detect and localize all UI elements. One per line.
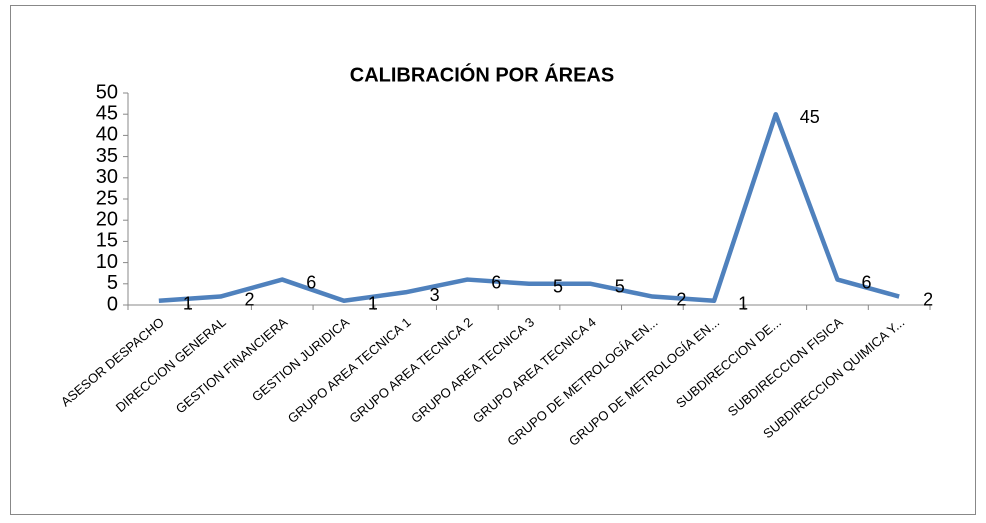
- data-label: 5: [553, 277, 563, 297]
- data-label: 5: [615, 277, 625, 297]
- data-label: 6: [861, 272, 871, 292]
- y-tick-label: 30: [96, 166, 118, 188]
- y-tick-label: 40: [96, 124, 118, 146]
- data-label: 45: [800, 107, 820, 127]
- y-tick-label: 20: [96, 208, 118, 230]
- y-tick-label: 45: [96, 102, 118, 124]
- y-tick-label: 0: [107, 293, 118, 315]
- data-label: 2: [923, 289, 933, 309]
- data-label: 3: [430, 285, 440, 305]
- data-label: 1: [183, 294, 193, 314]
- y-tick-label: 5: [107, 272, 118, 294]
- chart-border: [10, 5, 976, 515]
- chart-title: CALIBRACIÓN POR ÁREAS: [350, 62, 614, 86]
- y-tick-label: 50: [96, 81, 118, 103]
- y-tick-label: 10: [96, 251, 118, 273]
- data-label: 2: [245, 289, 255, 309]
- data-line: [158, 111, 900, 304]
- data-label: 6: [306, 272, 316, 292]
- y-tick-label: 15: [96, 230, 118, 252]
- data-label: 1: [368, 294, 378, 314]
- y-tick-label: 25: [96, 187, 118, 209]
- data-label: 1: [738, 294, 748, 314]
- data-label: 6: [491, 272, 501, 292]
- y-tick-label: 35: [96, 145, 118, 167]
- data-label: 2: [676, 289, 686, 309]
